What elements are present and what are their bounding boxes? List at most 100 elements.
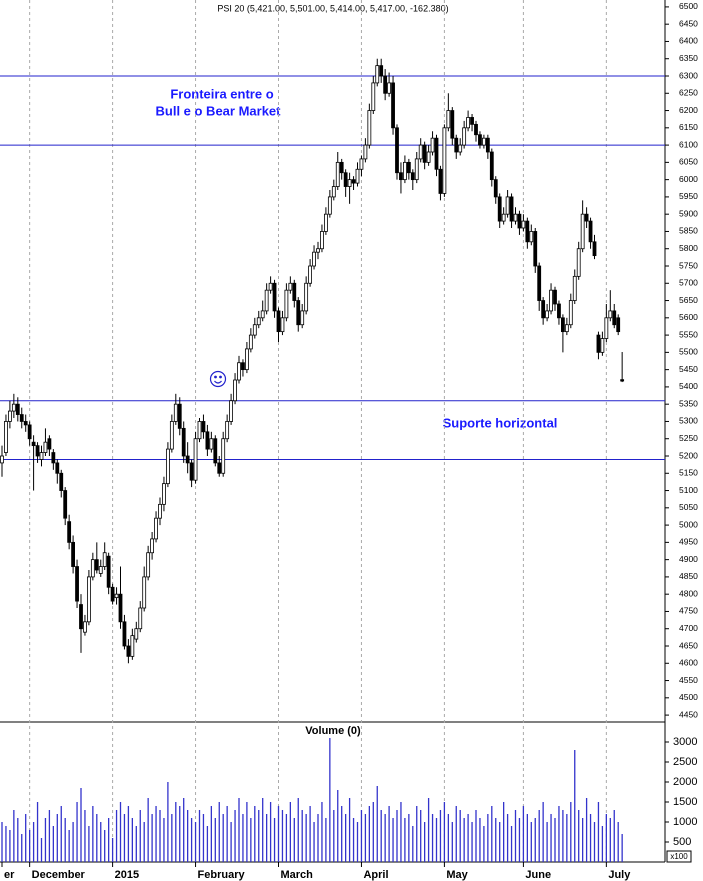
candle-body bbox=[466, 117, 471, 129]
y-tick-label: 4600 bbox=[679, 658, 698, 668]
candle-body bbox=[304, 282, 309, 312]
candle-body bbox=[608, 310, 613, 319]
candle-body bbox=[485, 137, 490, 153]
annotation: Bull e o Bear Market bbox=[156, 103, 282, 118]
y-tick-label: 4800 bbox=[679, 588, 698, 598]
candle-body bbox=[454, 137, 459, 153]
candle-body bbox=[272, 282, 277, 312]
candle-body bbox=[414, 158, 419, 181]
candle-body bbox=[406, 161, 411, 174]
candle-body bbox=[442, 127, 447, 194]
candle-body bbox=[521, 220, 526, 229]
candle-body bbox=[430, 137, 435, 153]
y-tick-label: 5700 bbox=[679, 278, 698, 288]
candle-body bbox=[43, 441, 48, 453]
candle-body bbox=[375, 65, 380, 84]
candle-body bbox=[110, 586, 115, 602]
smiley-icon bbox=[209, 370, 227, 388]
y-tick-label: 4750 bbox=[679, 606, 698, 616]
candle-body bbox=[549, 289, 553, 312]
candle-body bbox=[71, 541, 75, 567]
candle-body bbox=[177, 403, 182, 429]
y-tick-label: 5100 bbox=[679, 485, 698, 495]
candle-body bbox=[197, 421, 202, 440]
candle-body bbox=[19, 414, 24, 422]
candle-body bbox=[288, 282, 293, 291]
candle-body bbox=[205, 431, 210, 450]
candle-body bbox=[27, 424, 32, 440]
candle-body bbox=[55, 462, 60, 474]
y-tick-label: 4950 bbox=[679, 537, 698, 547]
candle-body bbox=[268, 282, 273, 291]
y-tick-label: 5250 bbox=[679, 433, 698, 443]
candle-body bbox=[568, 300, 573, 326]
candle-body bbox=[11, 403, 16, 412]
candle-body bbox=[292, 282, 297, 301]
candle-body bbox=[620, 379, 625, 382]
candle-body bbox=[402, 161, 407, 181]
candle-body bbox=[221, 438, 226, 474]
y-tick-label: 5450 bbox=[679, 364, 698, 374]
candle-body bbox=[316, 248, 320, 253]
candle-body bbox=[438, 168, 443, 194]
candle-body bbox=[478, 134, 482, 146]
candle-body bbox=[533, 231, 538, 267]
candle-body bbox=[87, 576, 91, 623]
candle-body bbox=[256, 317, 261, 326]
candle-body bbox=[391, 82, 395, 129]
candle-body bbox=[90, 559, 95, 578]
candle-body bbox=[252, 324, 257, 336]
y2-tick-label: 1500 bbox=[673, 796, 697, 808]
candle-body bbox=[260, 310, 265, 319]
x-tick-label: June bbox=[525, 869, 551, 881]
candle-body bbox=[79, 604, 83, 630]
candle-body bbox=[158, 503, 162, 519]
candle-body bbox=[418, 144, 423, 160]
candle-body bbox=[150, 538, 155, 554]
candle-body bbox=[355, 168, 360, 184]
candle-body bbox=[343, 172, 348, 187]
y-tick-label: 6300 bbox=[679, 70, 698, 80]
candle-body bbox=[241, 362, 245, 371]
candle-body bbox=[399, 172, 403, 181]
candle-body bbox=[379, 65, 384, 77]
candle-body bbox=[130, 635, 135, 657]
candle-body bbox=[604, 317, 609, 339]
y-tick-label: 6400 bbox=[679, 36, 698, 46]
candle-body bbox=[138, 607, 143, 630]
candle-body bbox=[517, 213, 522, 229]
candle-body bbox=[335, 161, 340, 187]
candle-body bbox=[15, 403, 20, 415]
candle-body bbox=[501, 213, 506, 222]
candle-body bbox=[169, 421, 174, 450]
candle-body bbox=[434, 137, 439, 170]
x-tick-label: March bbox=[281, 869, 314, 881]
candle-body bbox=[31, 441, 36, 447]
candle-body bbox=[600, 338, 605, 353]
candle-body bbox=[102, 552, 107, 567]
candle-body bbox=[308, 265, 313, 284]
y2-tick-label: 2500 bbox=[673, 756, 697, 768]
candle-body bbox=[505, 196, 510, 215]
y-tick-label: 5300 bbox=[679, 416, 698, 426]
candle-body bbox=[300, 310, 305, 326]
candle-body bbox=[347, 179, 352, 187]
candle-body bbox=[181, 427, 186, 457]
candle-body bbox=[233, 379, 237, 402]
candle-body bbox=[189, 462, 194, 481]
y-tick-label: 5750 bbox=[679, 260, 698, 270]
candle-body bbox=[545, 310, 549, 319]
candle-body bbox=[509, 196, 514, 222]
chart-title: PSI 20 (5,421.00, 5,501.00, 5,414.00, 5,… bbox=[217, 3, 448, 13]
x-tick-label: May bbox=[446, 869, 468, 881]
candle-body bbox=[553, 289, 557, 305]
candle-body bbox=[489, 151, 494, 181]
y-tick-label: 6450 bbox=[679, 18, 698, 28]
candle-body bbox=[312, 251, 316, 267]
candle-body bbox=[395, 127, 399, 174]
annotation: Fronteira entre o bbox=[170, 86, 273, 101]
y-tick-label: 6100 bbox=[679, 139, 698, 149]
candle-body bbox=[580, 213, 585, 250]
candle-body bbox=[458, 144, 463, 153]
